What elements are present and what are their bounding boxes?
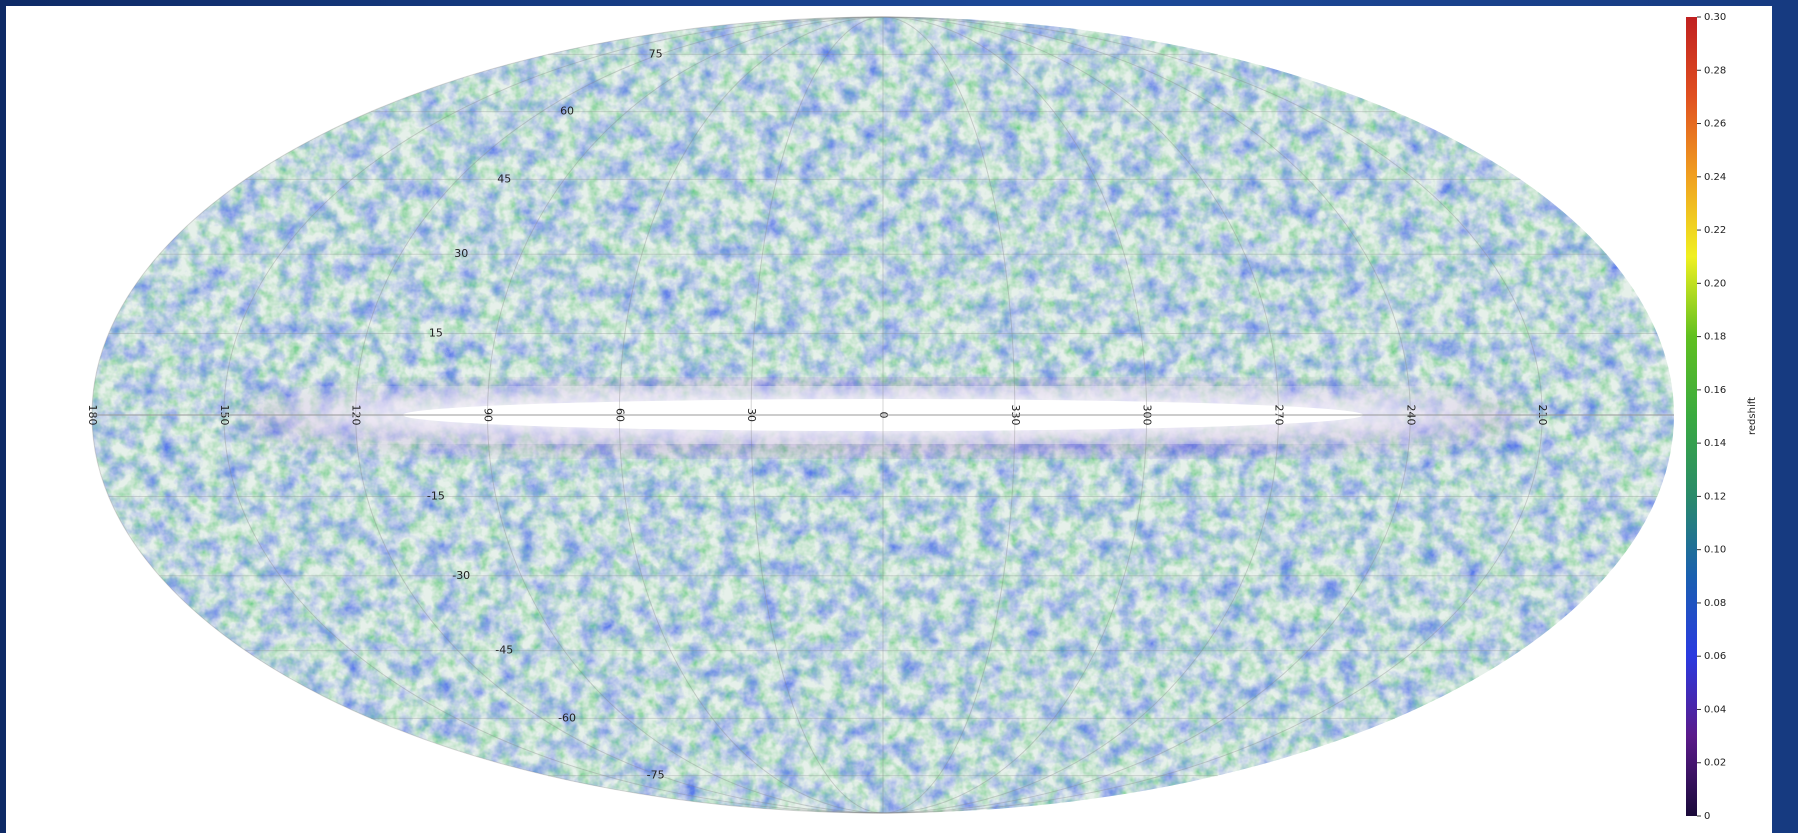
colorbar-tick-label: 0.08 <box>1704 598 1726 609</box>
lat-label: 15 <box>429 327 443 340</box>
lat-label: -60 <box>558 711 576 724</box>
colorbar-tick-label: 0 <box>1704 811 1710 822</box>
lat-label: -75 <box>647 769 665 782</box>
colorbar-tick-label: 0.12 <box>1704 491 1726 502</box>
lat-label: 75 <box>649 47 663 60</box>
colorbar <box>1686 17 1697 816</box>
chart: 1501209060300330300270240210180756045301… <box>0 0 1798 833</box>
colorbar-tick-label: 0.14 <box>1704 438 1726 449</box>
colorbar-tick-label: 0.26 <box>1704 119 1726 130</box>
page: 1501209060300330300270240210180756045301… <box>0 0 1798 833</box>
lat-label: -15 <box>427 489 445 502</box>
lat-label: -30 <box>452 569 470 582</box>
colorbar-tick-label: 0.22 <box>1704 225 1726 236</box>
lat-label: 60 <box>560 105 574 118</box>
colorbar-tick-label: 0.02 <box>1704 758 1726 769</box>
colorbar-tick-label: 0.04 <box>1704 704 1726 715</box>
colorbar-tick-label: 0.20 <box>1704 278 1726 289</box>
colorbar-tick-label: 0.30 <box>1704 12 1726 23</box>
colorbar-tick-label: 0.06 <box>1704 651 1726 662</box>
colorbar-tick-label: 0.10 <box>1704 545 1726 556</box>
colorbar-tick-label: 0.18 <box>1704 332 1726 343</box>
colorbar-label: redshift <box>1747 397 1758 435</box>
lat-label: -45 <box>495 644 513 657</box>
lat-label: 30 <box>454 247 468 260</box>
colorbar-tick-label: 0.28 <box>1704 65 1726 76</box>
lat-label: 45 <box>497 172 511 185</box>
colorbar-tick-label: 0.16 <box>1704 385 1726 396</box>
colorbar-tick-label: 0.24 <box>1704 172 1726 183</box>
